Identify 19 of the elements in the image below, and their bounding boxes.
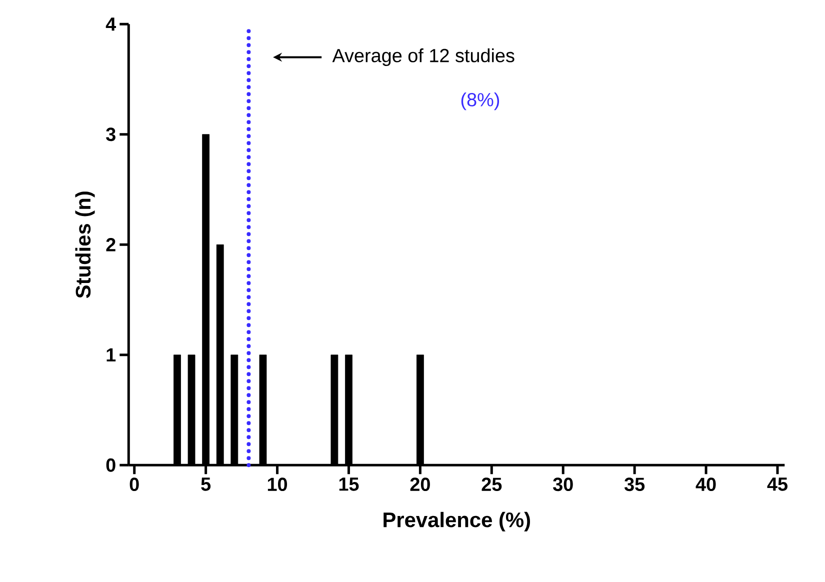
y-tick-label: 3 xyxy=(106,128,116,142)
x-tick-label: 35 xyxy=(624,478,645,492)
ref-line-label: (8%) xyxy=(461,92,500,110)
y-tick-label: 4 xyxy=(106,18,116,31)
y-axis-title: Studies (n) xyxy=(75,192,95,298)
x-tick-label: 30 xyxy=(553,478,573,492)
x-axis-title: Prevalence (%) xyxy=(384,512,530,532)
x-tick-label: 5 xyxy=(201,478,211,491)
x-tick-label: 10 xyxy=(268,478,288,492)
x-tick-label: 25 xyxy=(482,478,502,492)
annotation: Average of 12 studies xyxy=(332,48,514,66)
x-tick-label: 15 xyxy=(339,478,359,491)
x-tick-label: 40 xyxy=(696,478,716,492)
x-tick-label: 20 xyxy=(410,478,430,492)
y-tick-label: 0 xyxy=(106,458,116,472)
y-tick-label: 2 xyxy=(106,238,116,252)
x-tick-label: 45 xyxy=(767,478,788,491)
y-tick-label: 1 xyxy=(106,348,116,362)
x-tick-label: 0 xyxy=(130,478,139,492)
